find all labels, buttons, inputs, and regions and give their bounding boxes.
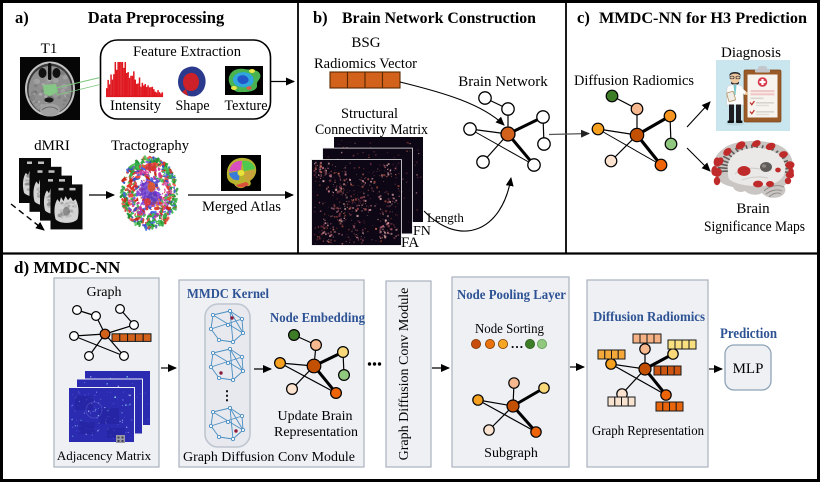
svg-text:Graph Representation: Graph Representation (592, 424, 704, 439)
svg-text:d) MMDC-NN: d) MMDC-NN (14, 258, 121, 277)
svg-text:Adjacency Matrix: Adjacency Matrix (57, 448, 152, 463)
svg-text:MMDC Kernel: MMDC Kernel (187, 287, 269, 302)
svg-text:Feature Extraction: Feature Extraction (133, 44, 241, 60)
svg-text:MMDC-NN for H3 Prediction: MMDC-NN for H3 Prediction (599, 9, 807, 27)
svg-text:Merged Atlas: Merged Atlas (202, 199, 281, 215)
svg-text:Structural: Structural (341, 106, 398, 122)
svg-text:Shape: Shape (176, 98, 210, 114)
svg-text:Texture: Texture (225, 98, 268, 114)
svg-text:Radiomics Vector: Radiomics Vector (314, 56, 417, 72)
svg-text:Prediction: Prediction (720, 326, 778, 342)
svg-text:a): a) (15, 8, 29, 27)
svg-text:Length: Length (427, 210, 464, 225)
svg-text:Diagnosis: Diagnosis (721, 45, 781, 61)
svg-text:Graph Diffusion Conv Module: Graph Diffusion Conv Module (397, 288, 412, 461)
svg-text:⋮: ⋮ (221, 388, 234, 403)
svg-text:BSG: BSG (351, 35, 380, 51)
svg-text:Graph: Graph (87, 285, 122, 300)
svg-text:Diffusion Radiomics: Diffusion Radiomics (593, 310, 706, 325)
svg-text:Significance Maps: Significance Maps (704, 219, 805, 235)
svg-text:Diffusion Radiomics: Diffusion Radiomics (574, 73, 694, 89)
svg-text:c): c) (577, 8, 590, 27)
svg-text:Data Preprocessing: Data Preprocessing (88, 8, 225, 27)
svg-text:MLP: MLP (733, 361, 764, 377)
svg-text:T1: T1 (41, 41, 58, 57)
svg-text:Node Embedding: Node Embedding (270, 311, 365, 326)
svg-text:dMRI: dMRI (34, 138, 70, 154)
svg-text:Graph Diffusion Conv Module: Graph Diffusion Conv Module (183, 450, 355, 465)
svg-text:Node Sorting: Node Sorting (475, 322, 544, 337)
svg-text:b): b) (313, 8, 328, 27)
svg-text:Intensity: Intensity (110, 98, 161, 114)
svg-text:…: … (511, 336, 524, 351)
svg-text:Update Brain: Update Brain (277, 409, 352, 424)
svg-text:Representation: Representation (274, 425, 358, 440)
svg-text:Subgraph: Subgraph (484, 446, 538, 461)
svg-text:Brain Network Construction: Brain Network Construction (342, 10, 536, 27)
svg-text:FA: FA (401, 235, 419, 251)
svg-text:Connectivity Matrix: Connectivity Matrix (315, 122, 428, 138)
svg-text:Brain Network: Brain Network (458, 74, 548, 90)
svg-text:Tractography: Tractography (111, 138, 189, 154)
svg-text:Node Pooling Layer: Node Pooling Layer (457, 288, 566, 303)
svg-text:FN: FN (413, 224, 431, 239)
svg-text:Brain: Brain (736, 201, 770, 217)
